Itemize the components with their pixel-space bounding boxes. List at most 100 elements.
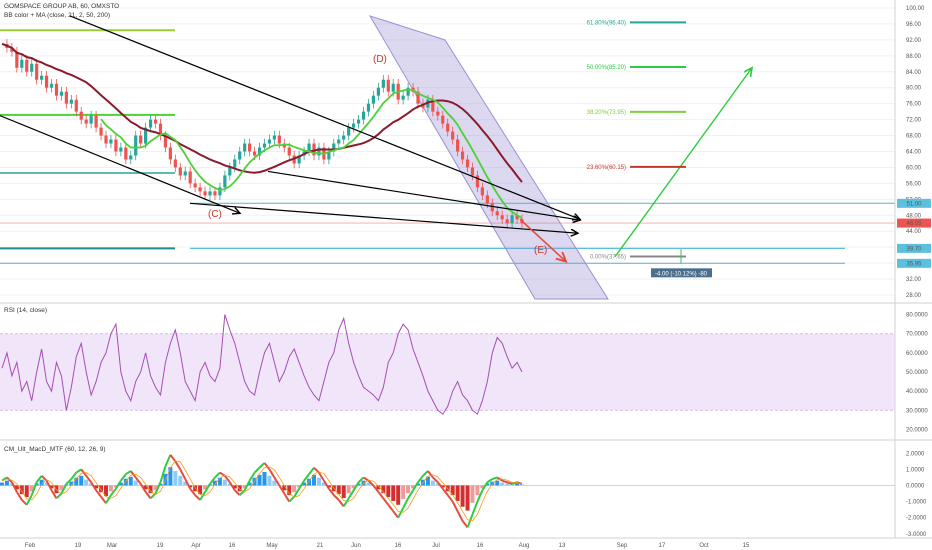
macd-line-segment xyxy=(243,480,251,491)
candle-body xyxy=(406,87,410,96)
macd-line-segment xyxy=(134,476,142,485)
macd-histogram-bar xyxy=(99,485,104,493)
macd-tick-label: -2.0000 xyxy=(906,516,927,522)
macd-line-segment xyxy=(432,476,439,483)
macd-histogram-bar xyxy=(376,485,381,490)
candle-body xyxy=(446,123,450,132)
macd-histogram-bar xyxy=(19,485,24,495)
macd-line-segment xyxy=(367,479,375,487)
rsi-axis[interactable]: 20.0000 30.0000 40.0000 50.0000 60.0000 70.00… xyxy=(906,313,928,434)
candle-body xyxy=(416,91,420,104)
candle-body xyxy=(376,87,380,96)
macd-histogram-bar xyxy=(440,485,445,488)
candle-body xyxy=(287,147,291,156)
macd-histogram-bar xyxy=(198,485,203,495)
rsi-band xyxy=(0,333,895,411)
macd-histogram-bar xyxy=(178,475,183,486)
macd-histogram-bar xyxy=(113,485,118,488)
price-tick-label: 56.00 xyxy=(906,181,922,187)
macd-line-segment xyxy=(446,494,454,503)
macd-histogram-bar xyxy=(326,485,331,488)
macd-histogram-bar xyxy=(262,471,267,486)
rsi-tick-label: 50.0000 xyxy=(906,370,928,376)
macd-axis[interactable]: -3.0000 -2.0000 -1.0000 0.0000 1.0000 2.0000 xyxy=(906,451,927,538)
candle-body xyxy=(218,187,222,196)
macd-line-segment xyxy=(387,504,395,512)
price-tick-label: 92.00 xyxy=(906,38,922,44)
candle-body xyxy=(173,159,177,168)
candle-body xyxy=(10,47,14,52)
macd-histogram-bar xyxy=(356,483,361,486)
candle-body xyxy=(20,59,24,68)
candle-body xyxy=(49,83,54,88)
macd-line-segment xyxy=(486,478,493,484)
macd-line-segment xyxy=(234,489,241,496)
candle-body xyxy=(460,151,465,160)
candle-body xyxy=(386,79,390,92)
macd-histogram-bar xyxy=(74,477,79,486)
price-plot: 61.80%(96.40) 50.00%(85.20) 38.20%(73.95) 2… xyxy=(0,15,895,300)
macd-histogram-bar xyxy=(341,485,346,499)
macd-line-segment xyxy=(50,489,58,499)
macd-line-segment xyxy=(308,467,315,475)
macd-line-segment xyxy=(471,501,479,515)
price-tick-label: 48.00 xyxy=(906,213,922,219)
macd-line-segment xyxy=(110,488,117,496)
rsi-plot xyxy=(0,314,895,415)
macd-histogram-bar xyxy=(128,476,133,486)
time-tick-label: Apr xyxy=(191,543,200,549)
candle-body xyxy=(332,143,336,152)
macd-histogram-bar xyxy=(148,485,153,494)
macd-histogram-bar xyxy=(435,483,440,486)
macd-histogram-bar xyxy=(312,474,316,486)
price-axis[interactable]: 28.0032.0036.0040.0044.0048.0052.0056.00… xyxy=(897,6,931,299)
macd-histogram-bar xyxy=(302,482,307,486)
price-tag-label: 46.05 xyxy=(906,221,922,227)
macd-line-segment xyxy=(357,476,365,483)
macd-line-segment xyxy=(273,476,281,486)
candle-body xyxy=(347,127,351,136)
macd-histogram-bar xyxy=(94,485,99,489)
candle-body xyxy=(272,135,276,140)
candle-body xyxy=(391,83,395,92)
price-tick-label: 88.00 xyxy=(906,54,922,60)
macd-legend: CM_Ult_MacD_MTF (60, 12, 26, 9) xyxy=(4,446,106,453)
macd-line-segment xyxy=(45,480,53,491)
rsi-tick-label: 80.0000 xyxy=(906,313,928,319)
candle-body xyxy=(59,91,64,96)
macd-histogram-bar xyxy=(183,481,188,486)
macd-line-segment xyxy=(16,491,23,501)
macd-histogram-bar xyxy=(227,483,232,486)
candle-body xyxy=(500,215,504,220)
macd-histogram-bar xyxy=(500,482,505,486)
macd-histogram-bar xyxy=(212,480,217,486)
macd-histogram-bar xyxy=(203,485,208,490)
macd-line-segment xyxy=(427,470,434,479)
macd-line-segment xyxy=(318,472,325,482)
macd-tick-label: -3.0000 xyxy=(906,532,927,538)
macd-line-segment xyxy=(60,483,68,494)
macd-histogram-bar xyxy=(495,480,500,486)
candle-body xyxy=(475,175,480,188)
fibonacci-level-label: 23.60%(60.15) xyxy=(587,165,626,171)
macd-histogram-bar xyxy=(292,485,297,493)
candle-body xyxy=(426,99,430,108)
candle-body xyxy=(79,111,83,120)
time-axis[interactable]: Feb 19 Mar 19 Apr 16 May 21 Jun 16 Jul 16 Aug 13 Sep 17… xyxy=(25,543,750,549)
price-tick-label: 84.00 xyxy=(906,70,922,76)
price-tick-label: 100.00 xyxy=(906,6,925,12)
macd-line-segment xyxy=(481,481,489,491)
macd-histogram-bar xyxy=(460,485,465,507)
macd-line-segment xyxy=(164,454,172,467)
macd-histogram-bar xyxy=(14,485,19,490)
macd-line-segment xyxy=(303,473,310,482)
macd-line-segment xyxy=(352,481,360,491)
macd-histogram-bar xyxy=(505,483,510,486)
macd-line-segment xyxy=(451,501,459,512)
macd-histogram-bar xyxy=(222,479,227,486)
macd-histogram-bar xyxy=(267,475,272,486)
macd-line-segment xyxy=(372,484,380,493)
macd-line-segment xyxy=(456,510,464,522)
macd-histogram-bar xyxy=(247,482,252,486)
